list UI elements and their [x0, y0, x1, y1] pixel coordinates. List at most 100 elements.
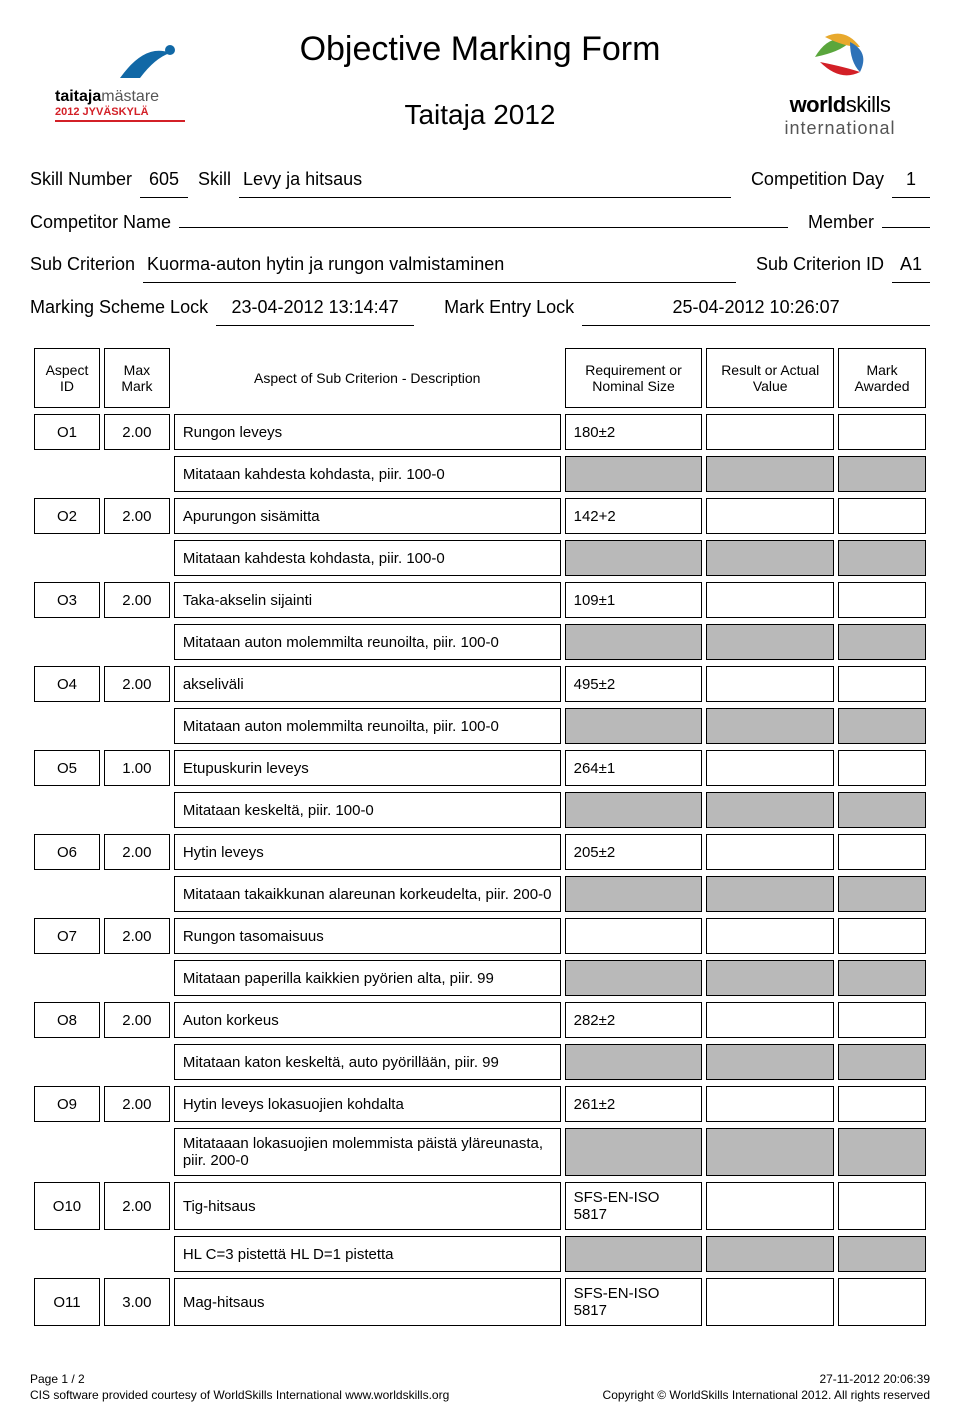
cell-aspect-id: O9 — [34, 1086, 100, 1122]
cell-note-result — [706, 876, 834, 912]
note-row: HL C=3 pistettä HL D=1 pistetta — [34, 1236, 926, 1272]
cell-max-mark: 2.00 — [104, 834, 170, 870]
sub-criterion-name: Kuorma-auton hytin ja rungon valmistamin… — [143, 246, 736, 283]
cell-note-mark — [838, 1044, 926, 1080]
cell-note-req — [565, 456, 703, 492]
taitaja-year: 2012 JYVÄSKYLÄ — [55, 106, 149, 118]
cell-awarded[interactable] — [838, 498, 926, 534]
cell-result[interactable] — [706, 498, 834, 534]
cell-note-req — [565, 792, 703, 828]
cell-note: Mitataan katon keskeltä, auto pyörillään… — [174, 1044, 561, 1080]
cell-note-mark — [838, 708, 926, 744]
cell-note: Mitataan keskeltä, piir. 100-0 — [174, 792, 561, 828]
th-max-mark: Max Mark — [104, 348, 170, 408]
cell-result[interactable] — [706, 918, 834, 954]
cell-requirement — [565, 918, 703, 954]
cell-note: Mitataan takaikkunan alareunan korkeudel… — [174, 876, 561, 912]
cell-note: Mitataan auton molemmilta reunoilta, pii… — [174, 624, 561, 660]
cell-max-mark: 2.00 — [104, 1002, 170, 1038]
taitaja-logo: taitajamästare 2012 JYVÄSKYLÄ — [30, 20, 210, 140]
cell-description: Mag-hitsaus — [174, 1278, 561, 1326]
competitor-label: Competitor Name — [30, 204, 171, 240]
cell-max-mark: 2.00 — [104, 498, 170, 534]
note-row: Mitataan keskeltä, piir. 100-0 — [34, 792, 926, 828]
cell-note: Mitataan auton molemmilta reunoilta, pii… — [174, 708, 561, 744]
cell-awarded[interactable] — [838, 414, 926, 450]
sub-criterion-id-label: Sub Criterion ID — [756, 246, 884, 282]
cell-aspect-id: O3 — [34, 582, 100, 618]
cell-note-req — [565, 624, 703, 660]
cell-note-req — [565, 708, 703, 744]
cell-note-result — [706, 708, 834, 744]
cell-note-req — [565, 876, 703, 912]
member-value — [882, 209, 930, 228]
cell-note-result — [706, 540, 834, 576]
cell-note-result — [706, 1044, 834, 1080]
cell-awarded[interactable] — [838, 918, 926, 954]
table-row: O12.00Rungon leveys180±2 — [34, 414, 926, 450]
cell-note-req — [565, 1128, 703, 1176]
cell-requirement: 282±2 — [565, 1002, 703, 1038]
cell-note-mark — [838, 960, 926, 996]
cell-max-mark: 3.00 — [104, 1278, 170, 1326]
competition-day-label: Competition Day — [751, 161, 884, 197]
cell-awarded[interactable] — [838, 1182, 926, 1230]
entry-lock-label: Mark Entry Lock — [444, 289, 574, 325]
cell-requirement: 261±2 — [565, 1086, 703, 1122]
skill-label: Skill — [198, 161, 231, 197]
cell-requirement: SFS-EN-ISO 5817 — [565, 1182, 703, 1230]
cell-aspect-id: O2 — [34, 498, 100, 534]
cell-aspect-id: O7 — [34, 918, 100, 954]
cell-description: Hytin leveys lokasuojien kohdalta — [174, 1086, 561, 1122]
cell-result[interactable] — [706, 666, 834, 702]
sub-criterion-label: Sub Criterion — [30, 246, 135, 282]
note-row: Mitataan kahdesta kohdasta, piir. 100-0 — [34, 456, 926, 492]
cell-description: Hytin leveys — [174, 834, 561, 870]
header-row: taitajamästare 2012 JYVÄSKYLÄ Objective … — [30, 20, 930, 151]
cell-awarded[interactable] — [838, 582, 926, 618]
table-row: O32.00Taka-akselin sijainti109±1 — [34, 582, 926, 618]
cell-note-mark — [838, 456, 926, 492]
cell-note-result — [706, 792, 834, 828]
cell-awarded[interactable] — [838, 750, 926, 786]
cell-awarded[interactable] — [838, 1278, 926, 1326]
cell-result[interactable] — [706, 414, 834, 450]
cell-description: Rungon leveys — [174, 414, 561, 450]
cell-awarded[interactable] — [838, 834, 926, 870]
cell-result[interactable] — [706, 834, 834, 870]
cell-note: Mitataan paperilla kaikkien pyörien alta… — [174, 960, 561, 996]
cell-max-mark: 2.00 — [104, 1086, 170, 1122]
competition-day: 1 — [892, 161, 930, 198]
worldskills-logo: worldskills international — [750, 20, 930, 140]
cell-result[interactable] — [706, 750, 834, 786]
table-row: O92.00Hytin leveys lokasuojien kohdalta2… — [34, 1086, 926, 1122]
cell-note-mark — [838, 624, 926, 660]
cell-aspect-id: O8 — [34, 1002, 100, 1038]
cell-note-result — [706, 624, 834, 660]
cell-result[interactable] — [706, 582, 834, 618]
page-title: Objective Marking Form — [210, 30, 750, 69]
competitor-name — [179, 209, 788, 228]
cell-note-req — [565, 540, 703, 576]
cell-awarded[interactable] — [838, 666, 926, 702]
cell-result[interactable] — [706, 1182, 834, 1230]
cell-result[interactable] — [706, 1278, 834, 1326]
cell-requirement: 109±1 — [565, 582, 703, 618]
cell-awarded[interactable] — [838, 1086, 926, 1122]
taitaja-text1: taitaja — [55, 88, 101, 105]
cell-aspect-id: O6 — [34, 834, 100, 870]
cell-max-mark: 2.00 — [104, 1182, 170, 1230]
table-row: O62.00Hytin leveys205±2 — [34, 834, 926, 870]
footer-credit: CIS software provided courtesy of WorldS… — [30, 1388, 449, 1402]
table-row: O113.00Mag-hitsausSFS-EN-ISO 5817 — [34, 1278, 926, 1326]
cell-result[interactable] — [706, 1002, 834, 1038]
cell-requirement: 264±1 — [565, 750, 703, 786]
table-row: O102.00Tig-hitsausSFS-EN-ISO 5817 — [34, 1182, 926, 1230]
cell-requirement: 180±2 — [565, 414, 703, 450]
cell-result[interactable] — [706, 1086, 834, 1122]
cell-awarded[interactable] — [838, 1002, 926, 1038]
cell-max-mark: 2.00 — [104, 414, 170, 450]
th-awarded: Mark Awarded — [838, 348, 926, 408]
footer-copyright: Copyright © WorldSkills International 20… — [603, 1388, 930, 1402]
sub-criterion-id: A1 — [892, 246, 930, 283]
